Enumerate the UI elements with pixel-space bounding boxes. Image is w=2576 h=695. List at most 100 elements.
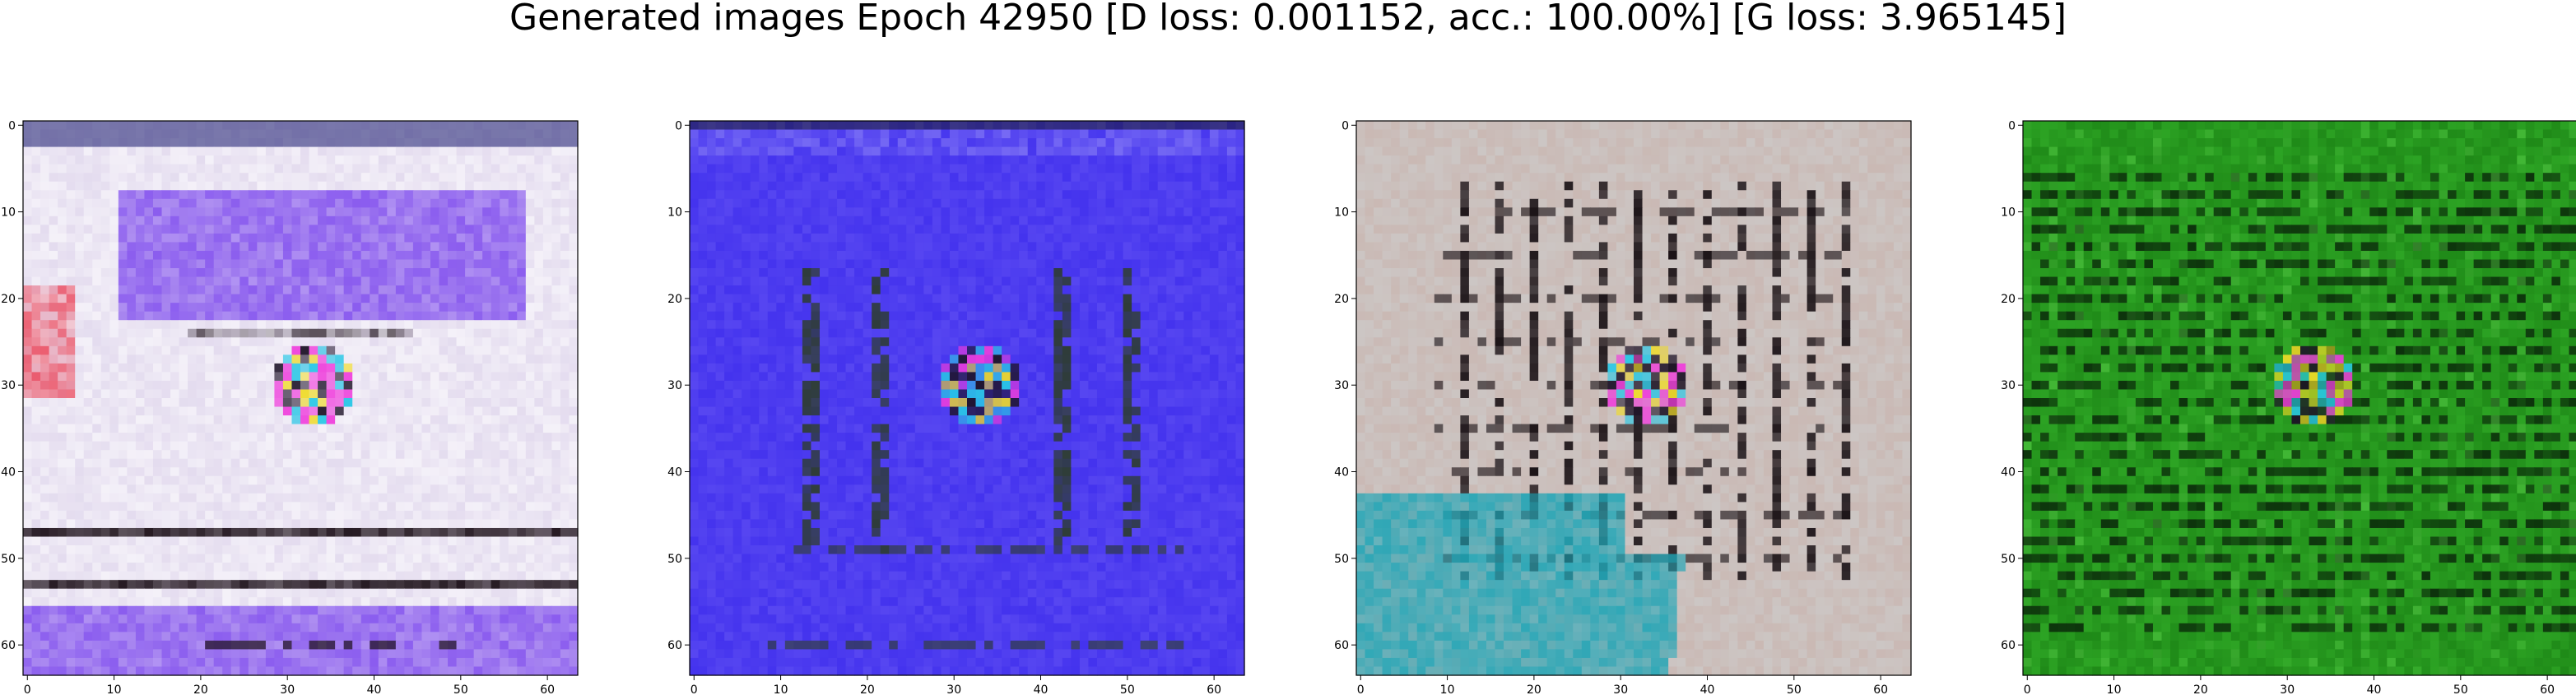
pixel — [412, 354, 423, 364]
pixel — [560, 294, 570, 303]
pixel — [300, 649, 310, 659]
pixel — [551, 536, 561, 546]
pixel — [1053, 225, 1063, 234]
pixel — [66, 215, 76, 225]
pixel — [1002, 233, 1011, 243]
pixel — [1192, 225, 1202, 234]
pixel — [404, 623, 414, 632]
pixel — [265, 146, 276, 156]
pixel — [213, 424, 223, 433]
pixel — [274, 198, 284, 208]
pixel — [1079, 155, 1090, 165]
pixel — [1044, 138, 1054, 148]
pixel — [109, 597, 119, 607]
pixel — [58, 285, 67, 295]
pixel — [360, 510, 370, 521]
pixel — [40, 380, 50, 391]
pixel — [205, 294, 215, 303]
pixel — [23, 138, 33, 148]
pixel — [500, 276, 509, 286]
pixel — [161, 207, 171, 217]
pixel — [230, 303, 240, 313]
pixel — [551, 276, 561, 286]
pixel — [360, 441, 370, 451]
pixel — [698, 146, 708, 156]
pixel — [335, 121, 345, 131]
pixel — [525, 380, 535, 391]
pixel — [265, 354, 276, 364]
pixel — [196, 164, 206, 174]
pixel — [188, 129, 198, 139]
pixel — [759, 198, 769, 208]
pixel — [100, 215, 110, 225]
pixel — [66, 198, 76, 208]
pixel — [370, 146, 379, 156]
pixel — [188, 597, 198, 607]
pixel — [482, 320, 492, 330]
pixel — [75, 215, 85, 225]
pixel — [1132, 225, 1142, 234]
pixel — [335, 571, 345, 581]
pixel — [412, 285, 423, 295]
pixel — [439, 554, 449, 563]
pixel — [109, 519, 119, 529]
pixel — [412, 484, 423, 494]
pixel — [248, 259, 258, 269]
pixel — [40, 545, 50, 555]
pixel — [265, 536, 276, 546]
pixel — [188, 467, 198, 477]
pixel — [248, 605, 258, 615]
pixel — [300, 433, 310, 442]
pixel — [482, 207, 492, 217]
pixel — [109, 233, 119, 243]
pixel — [248, 294, 258, 303]
pixel — [1209, 155, 1220, 165]
pixel — [23, 389, 33, 399]
pixel — [335, 605, 345, 615]
pixel — [421, 155, 431, 165]
pixel — [282, 588, 293, 598]
pixel — [560, 215, 570, 225]
pixel — [127, 242, 137, 252]
pixel — [551, 510, 561, 521]
pixel — [724, 146, 734, 156]
pixel — [274, 536, 284, 546]
pixel — [404, 632, 414, 642]
pixel — [456, 155, 466, 165]
pixel — [500, 173, 509, 183]
pixel — [66, 450, 76, 460]
pixel — [1002, 181, 1011, 191]
pixel — [370, 129, 379, 139]
pixel — [421, 138, 431, 148]
pixel — [534, 233, 544, 243]
pixel — [412, 372, 423, 382]
pixel — [222, 320, 232, 330]
pixel — [135, 649, 146, 659]
pixel — [395, 294, 405, 303]
pixel — [335, 563, 345, 572]
pixel — [230, 475, 240, 485]
pixel — [239, 380, 249, 391]
pixel — [179, 173, 188, 183]
pixel — [291, 363, 301, 373]
pixel — [118, 519, 128, 529]
pixel — [23, 571, 33, 581]
pixel — [326, 354, 336, 364]
pixel — [1226, 225, 1237, 234]
pixel — [439, 389, 449, 399]
pixel — [335, 588, 345, 598]
pixel — [170, 666, 180, 676]
pixel — [828, 225, 838, 234]
pixel — [118, 649, 128, 659]
pixel — [560, 198, 570, 208]
pixel — [551, 181, 561, 191]
pixel — [828, 207, 838, 217]
pixel — [31, 657, 41, 668]
pixel — [456, 320, 466, 330]
pixel — [326, 424, 336, 433]
pixel — [863, 233, 872, 243]
pixel — [473, 129, 483, 139]
pixel — [517, 328, 527, 338]
pixel — [118, 276, 128, 286]
pixel — [66, 303, 76, 313]
